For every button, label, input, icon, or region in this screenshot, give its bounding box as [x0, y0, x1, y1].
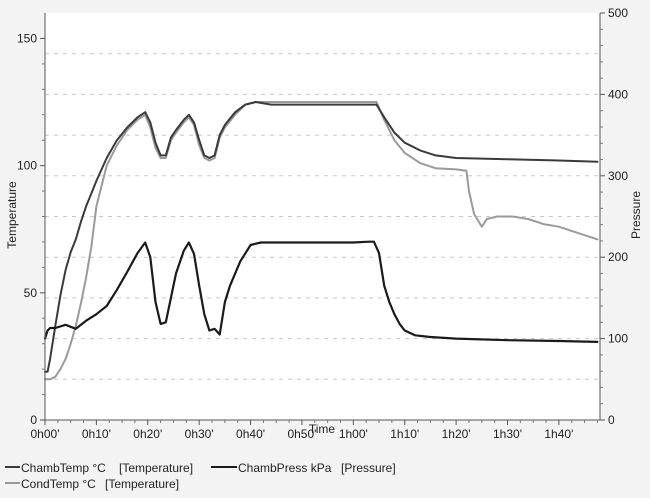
- x-tick-label: 0h40': [236, 427, 265, 441]
- legend-label-condtemp: CondTemp °C: [21, 477, 96, 491]
- x-tick-label: 1h00': [339, 427, 368, 441]
- x-tick-label: 1h20': [442, 427, 471, 441]
- legend-item-chambtemp: ChambTemp °C [Temperature]: [5, 461, 193, 475]
- y-left-tick-label: 0: [30, 413, 37, 427]
- y-axis-label-left: Temperature: [5, 181, 19, 249]
- x-tick-label: 0h00': [31, 427, 60, 441]
- legend: ChambTemp °C [Temperature] ChambPress kP…: [5, 461, 396, 491]
- y-left-tick-label: 150: [17, 31, 37, 45]
- y-left-tick-label: 50: [24, 286, 38, 300]
- x-axis-label: Time: [309, 422, 336, 436]
- x-tick-label: 0h50': [287, 427, 316, 441]
- x-tick-label: 0h20': [133, 427, 162, 441]
- series-line-chambtemp: [44, 101, 599, 373]
- y-right-tick-label: 400: [608, 87, 628, 101]
- y-right-tick-label: 500: [608, 6, 628, 20]
- x-tick-label: 1h40': [544, 427, 573, 441]
- y-axis-label-right: Pressure: [629, 191, 643, 239]
- series-layer: [43, 101, 599, 381]
- x-tick-label: 0h30': [185, 427, 214, 441]
- x-tick-label: 0h10': [82, 427, 111, 441]
- legend-axis-chambpress: [Pressure]: [341, 461, 396, 475]
- legend-axis-chambtemp: [Temperature]: [119, 461, 193, 475]
- legend-label-chambtemp: ChambTemp °C: [21, 461, 106, 475]
- legend-item-chambpress: ChambPress kPa [Pressure]: [211, 461, 396, 475]
- x-tick-label: 1h30': [493, 427, 522, 441]
- legend-label-chambpress: ChambPress kPa: [238, 461, 332, 475]
- legend-item-condtemp: CondTemp °C [Temperature]: [5, 477, 179, 491]
- axes: 0h00' 0h10' 0h20' 0h30' 0h40' 0h50' 1h00' 1h10'…: [17, 6, 628, 441]
- legend-axis-condtemp: [Temperature]: [105, 477, 179, 491]
- y-right-tick-label: 100: [608, 332, 628, 346]
- y-right-tick-label: 300: [608, 169, 628, 183]
- y-right-tick-label: 200: [608, 250, 628, 264]
- series-line-chambpress: [43, 240, 599, 343]
- x-tick-label: 1h10': [390, 427, 419, 441]
- y-left-tick-label: 100: [17, 159, 37, 173]
- y-right-tick-label: 0: [608, 413, 615, 427]
